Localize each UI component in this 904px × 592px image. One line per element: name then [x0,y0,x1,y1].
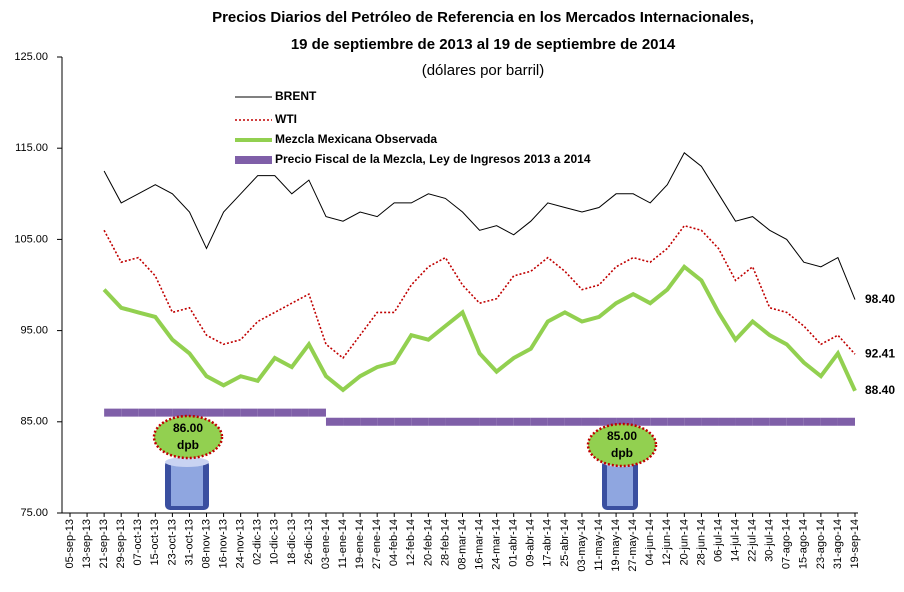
x-tick-label: 07-oct-13 [132,519,144,565]
annotation-unit: dpb [611,446,633,460]
x-tick-label: 23-oct-13 [166,519,178,565]
x-tick-label: 22-jul-14 [747,519,759,562]
x-tick-label: 18-dic-13 [286,519,298,565]
annotation-bubble [586,422,658,468]
x-tick-label: 24-mar-14 [491,519,503,570]
x-tick-label: 03-ene-14 [320,519,332,569]
x-tick-label: 13-sep-13 [81,519,93,569]
x-tick-label: 25-abr-14 [559,519,571,567]
x-tick-label: 02-dic-13 [252,519,264,565]
annotation-value: 85.00 [607,429,637,443]
x-tick-label: 28-feb-14 [439,519,451,566]
annotation-unit: dpb [177,438,199,452]
legend-label: WTI [275,112,297,126]
legend-label: Precio Fiscal de la Mezcla, Ley de Ingre… [275,152,591,166]
end-label: 92.41 [865,346,895,360]
x-tick-label: 01-abr-14 [508,519,520,567]
end-label: 98.40 [865,292,895,306]
price-line [102,263,857,393]
x-tick-label: 16-mar-14 [473,519,485,570]
x-tick-label: 08-mar-14 [456,519,468,570]
x-tick-label: 16-nov-13 [217,519,229,569]
x-tick-label: 15-oct-13 [149,519,161,565]
x-tick-label: 27-may-14 [627,519,639,572]
x-tick-label: 17-abr-14 [542,519,554,567]
x-tick-label: 29-sep-13 [115,519,127,569]
x-tick-label: 06-jul-14 [712,519,724,562]
x-tick-label: 11-may-14 [593,519,605,571]
x-tick-label: 21-sep-13 [98,519,110,569]
annotation-value: 86.00 [173,421,203,435]
x-tick-label: 05-sep-13 [64,519,76,569]
x-tick-label: 12-feb-14 [405,519,417,566]
x-tick-label: 12-jun-14 [661,519,673,565]
x-tick-label: 14-jul-14 [729,519,741,562]
x-tick-label: 20-jun-14 [678,519,690,565]
x-tick-label: 30-jul-14 [764,519,776,562]
y-tick-label: 85.00 [20,416,48,428]
x-tick-label: 31-oct-13 [183,519,195,565]
x-tick-label: 09-abr-14 [525,519,537,567]
x-tick-label: 31-ago-14 [832,519,844,569]
x-tick-label: 19-may-14 [610,519,622,572]
end-label: 88.40 [865,383,895,397]
legend-label: Mezcla Mexicana Observada [275,132,437,146]
annotation-bubble [152,414,224,460]
x-tick-label: 26-dic-13 [303,519,315,565]
chart-title: Precios Diarios del Petróleo de Referenc… [212,9,754,26]
x-tick-label: 04-feb-14 [388,519,400,566]
x-tick-label: 19-sep-14 [849,519,861,569]
y-tick-label: 75.00 [20,507,48,519]
y-tick-label: 95.00 [20,325,48,337]
y-tick-label: 125.00 [14,51,48,63]
barrel-icon [165,457,209,510]
x-tick-label: 27-ene-14 [371,519,383,569]
x-tick-label: 28-jun-14 [695,519,707,565]
x-tick-label: 11-ene-14 [337,519,349,568]
x-tick-label: 19-ene-14 [354,519,366,569]
x-tick-label: 15-ago-14 [798,519,810,569]
x-tick-label: 03-may-14 [576,519,588,572]
x-tick-label: 07-ago-14 [781,519,793,569]
price-line [103,152,856,300]
x-tick-label: 24-nov-13 [235,519,247,569]
x-tick-label: 10-dic-13 [269,519,281,565]
chart-title: 19 de septiembre de 2013 al 19 de septie… [291,36,676,53]
x-tick-label: 04-jun-14 [644,519,656,565]
x-tick-label: 23-ago-14 [815,519,827,569]
y-tick-label: 105.00 [14,233,48,245]
legend-label: BRENT [275,89,317,103]
chart-subtitle: (dólares por barril) [422,62,545,79]
x-tick-label: 20-feb-14 [422,519,434,566]
x-tick-label: 08-nov-13 [200,519,212,569]
price-line [103,224,856,360]
y-tick-label: 115.00 [15,142,48,154]
